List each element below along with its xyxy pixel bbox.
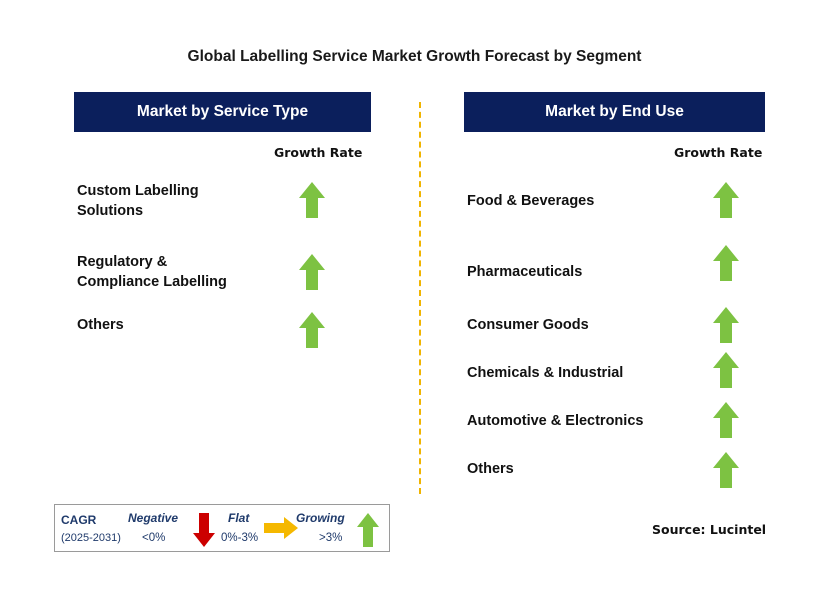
growing-arrow-icon — [357, 513, 379, 547]
service-type-header: Market by Service Type — [74, 92, 371, 132]
legend-negative-value: <0% — [142, 532, 166, 544]
cagr-legend: CAGR (2025-2031) Negative <0% Flat 0%-3%… — [54, 504, 390, 552]
legend-period: (2025-2031) — [61, 532, 121, 544]
negative-arrow-icon — [193, 513, 215, 547]
legend-flat-label: Flat — [228, 511, 250, 525]
legend-flat-value: 0%-3% — [221, 532, 259, 544]
legend-negative-label: Negative — [128, 511, 179, 525]
flat-arrow-icon — [264, 517, 298, 539]
segment-consumer-goods: Consumer Goods — [467, 317, 589, 333]
legend-growing-label: Growing — [296, 511, 345, 525]
segment-automotive-electronics: Automotive & Electronics — [467, 413, 644, 429]
growing-arrow-icon — [299, 182, 325, 218]
growing-arrow-icon — [713, 352, 739, 388]
end-use-growth-rate-label: Growth Rate — [674, 145, 763, 160]
segment-food-beverages: Food & Beverages — [467, 193, 595, 209]
end-use-header: Market by End Use — [464, 92, 765, 132]
growing-arrow-icon — [713, 245, 739, 281]
legend-cagr-label: CAGR — [61, 513, 97, 527]
growing-arrow-icon — [713, 402, 739, 438]
growing-arrow-icon — [299, 312, 325, 348]
growing-arrow-icon — [713, 307, 739, 343]
source-note: Source: Lucintel — [652, 522, 767, 537]
growing-arrow-icon — [299, 254, 325, 290]
legend-growing-value: >3% — [319, 532, 343, 544]
segment-chemicals-industrial: Chemicals & Industrial — [467, 365, 624, 381]
segment-custom-labelling: Custom Labelling Solutions — [77, 183, 199, 219]
segment-regulatory-compliance: Regulatory & Compliance Labelling — [77, 254, 227, 290]
growing-arrow-icon — [713, 182, 739, 218]
service-type-growth-rate-label: Growth Rate — [274, 145, 363, 160]
segment-service-others: Others — [77, 317, 124, 333]
segment-end-use-others: Others — [467, 461, 514, 477]
growing-arrow-icon — [713, 452, 739, 488]
panel-divider — [419, 102, 421, 494]
segment-pharmaceuticals: Pharmaceuticals — [467, 264, 583, 280]
chart-title: Global Labelling Service Market Growth F… — [187, 48, 642, 65]
